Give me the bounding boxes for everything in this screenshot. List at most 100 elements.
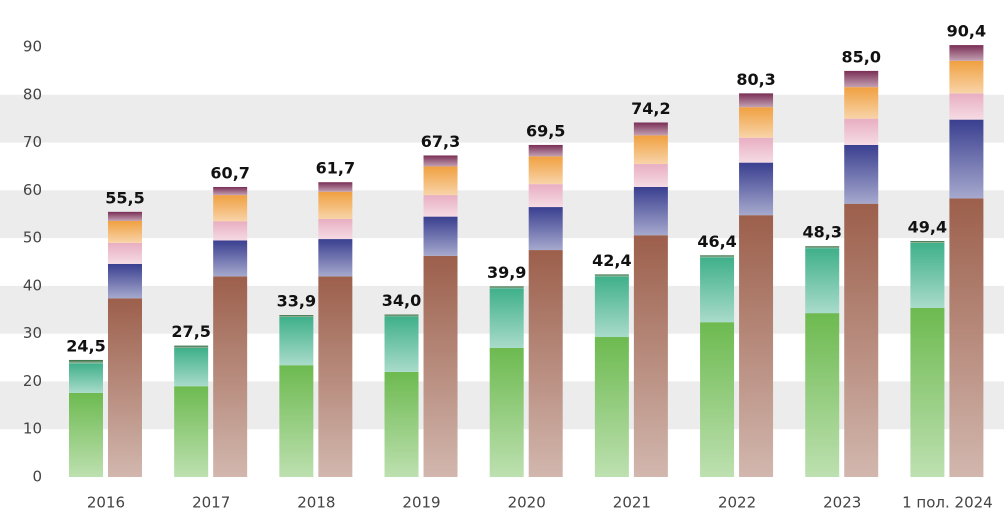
x-tick-label: 2018: [297, 494, 335, 512]
bar-segment: [279, 316, 314, 366]
bar-segment: [384, 316, 419, 372]
bar-segment: [700, 322, 735, 477]
bar-segment: [213, 195, 248, 222]
grid-band: [0, 190, 1004, 239]
bar-segment: [107, 263, 142, 299]
bar-segment: [318, 191, 353, 219]
total-label: 60,7: [210, 163, 249, 182]
bar-segment: [739, 107, 774, 138]
bar-segment: [107, 242, 142, 264]
y-tick-label: 10: [23, 420, 42, 438]
bar-segment: [949, 45, 984, 61]
y-tick-label: 30: [23, 324, 42, 342]
x-tick-label: 2020: [508, 494, 546, 512]
bar-segment: [528, 144, 563, 157]
bar-segment: [423, 255, 458, 477]
total-label: 46,4: [697, 232, 736, 251]
bar-segment: [213, 276, 248, 477]
y-tick-label: 80: [23, 85, 42, 103]
bar-segment: [700, 255, 735, 258]
grid-band: [0, 94, 1004, 143]
total-label: 67,3: [421, 132, 460, 151]
bar-segment: [700, 257, 735, 323]
bar-segment: [594, 337, 629, 477]
y-tick-label: 0: [32, 468, 42, 486]
bar-segment: [384, 314, 419, 317]
bar-segment: [489, 288, 524, 348]
bar-segment: [213, 240, 248, 277]
total-label: 74,2: [631, 99, 670, 118]
bar-segment: [844, 203, 879, 477]
bar-segment: [633, 135, 668, 165]
bar-segment: [633, 164, 668, 187]
total-label: 69,5: [526, 121, 565, 140]
total-label: 85,0: [841, 47, 880, 66]
bar-segment: [844, 144, 879, 204]
bar-segment: [107, 298, 142, 477]
bar-segment: [844, 70, 879, 88]
bar-segment: [949, 93, 984, 120]
bar-segment: [949, 60, 984, 94]
bar-segment: [594, 274, 629, 277]
x-tick-label: 2021: [613, 494, 651, 512]
total-label: 80,3: [736, 70, 775, 89]
bar-segment: [423, 216, 458, 256]
bar-segment: [213, 186, 248, 196]
total-label: 39,9: [487, 263, 526, 282]
bar-segment: [633, 186, 668, 236]
total-label: 48,3: [802, 223, 841, 242]
bar-segment: [384, 371, 419, 477]
total-label: 90,4: [947, 22, 986, 41]
total-label: 27,5: [171, 322, 210, 341]
y-tick-label: 70: [23, 133, 42, 151]
bar-segment: [739, 215, 774, 477]
y-tick-label: 90: [23, 38, 42, 56]
bar-segment: [174, 386, 209, 477]
bar-segment: [910, 240, 945, 243]
bar-segment: [213, 221, 248, 241]
bar-segment: [68, 359, 103, 364]
bar-segment: [318, 239, 353, 277]
y-tick-label: 50: [23, 229, 42, 247]
bar-segment: [805, 246, 840, 249]
x-tick-label: 2019: [402, 494, 440, 512]
x-tick-label: 2022: [718, 494, 756, 512]
bar-segment: [423, 155, 458, 167]
bar-segment: [528, 184, 563, 208]
bar-segment: [423, 195, 458, 217]
bar-segment: [318, 182, 353, 192]
x-tick-label: 2023: [823, 494, 861, 512]
total-label: 61,7: [316, 159, 355, 178]
total-label: 55,5: [105, 188, 144, 207]
bar-segment: [910, 307, 945, 477]
bar-segment: [318, 219, 353, 240]
total-label: 24,5: [66, 336, 105, 355]
bar-segment: [528, 156, 563, 185]
bar-segment: [528, 250, 563, 477]
total-label: 49,4: [908, 217, 947, 236]
bar-segment: [279, 365, 314, 477]
y-tick-label: 20: [23, 372, 42, 390]
total-label: 42,4: [592, 251, 631, 270]
bar-segment: [805, 313, 840, 477]
bar-segment: [174, 345, 209, 348]
bar-segment: [318, 276, 353, 477]
bar-segment: [68, 363, 103, 393]
bar-segment: [949, 119, 984, 199]
bar-segment: [279, 315, 314, 317]
x-tick-label: 2017: [192, 494, 230, 512]
bar-segment: [633, 122, 668, 136]
bar-segment: [423, 166, 458, 196]
bar-segment: [174, 348, 209, 387]
bar-segment: [489, 348, 524, 477]
x-tick-label: 1 пол. 2024: [902, 494, 993, 512]
bar-segment: [107, 211, 142, 221]
bar-segment: [805, 248, 840, 314]
bar-segment: [594, 276, 629, 338]
bar-segment: [910, 242, 945, 308]
bar-segment: [107, 220, 142, 243]
bar-segment: [489, 286, 524, 289]
x-tick-label: 2016: [87, 494, 125, 512]
bar-segment: [739, 93, 774, 108]
